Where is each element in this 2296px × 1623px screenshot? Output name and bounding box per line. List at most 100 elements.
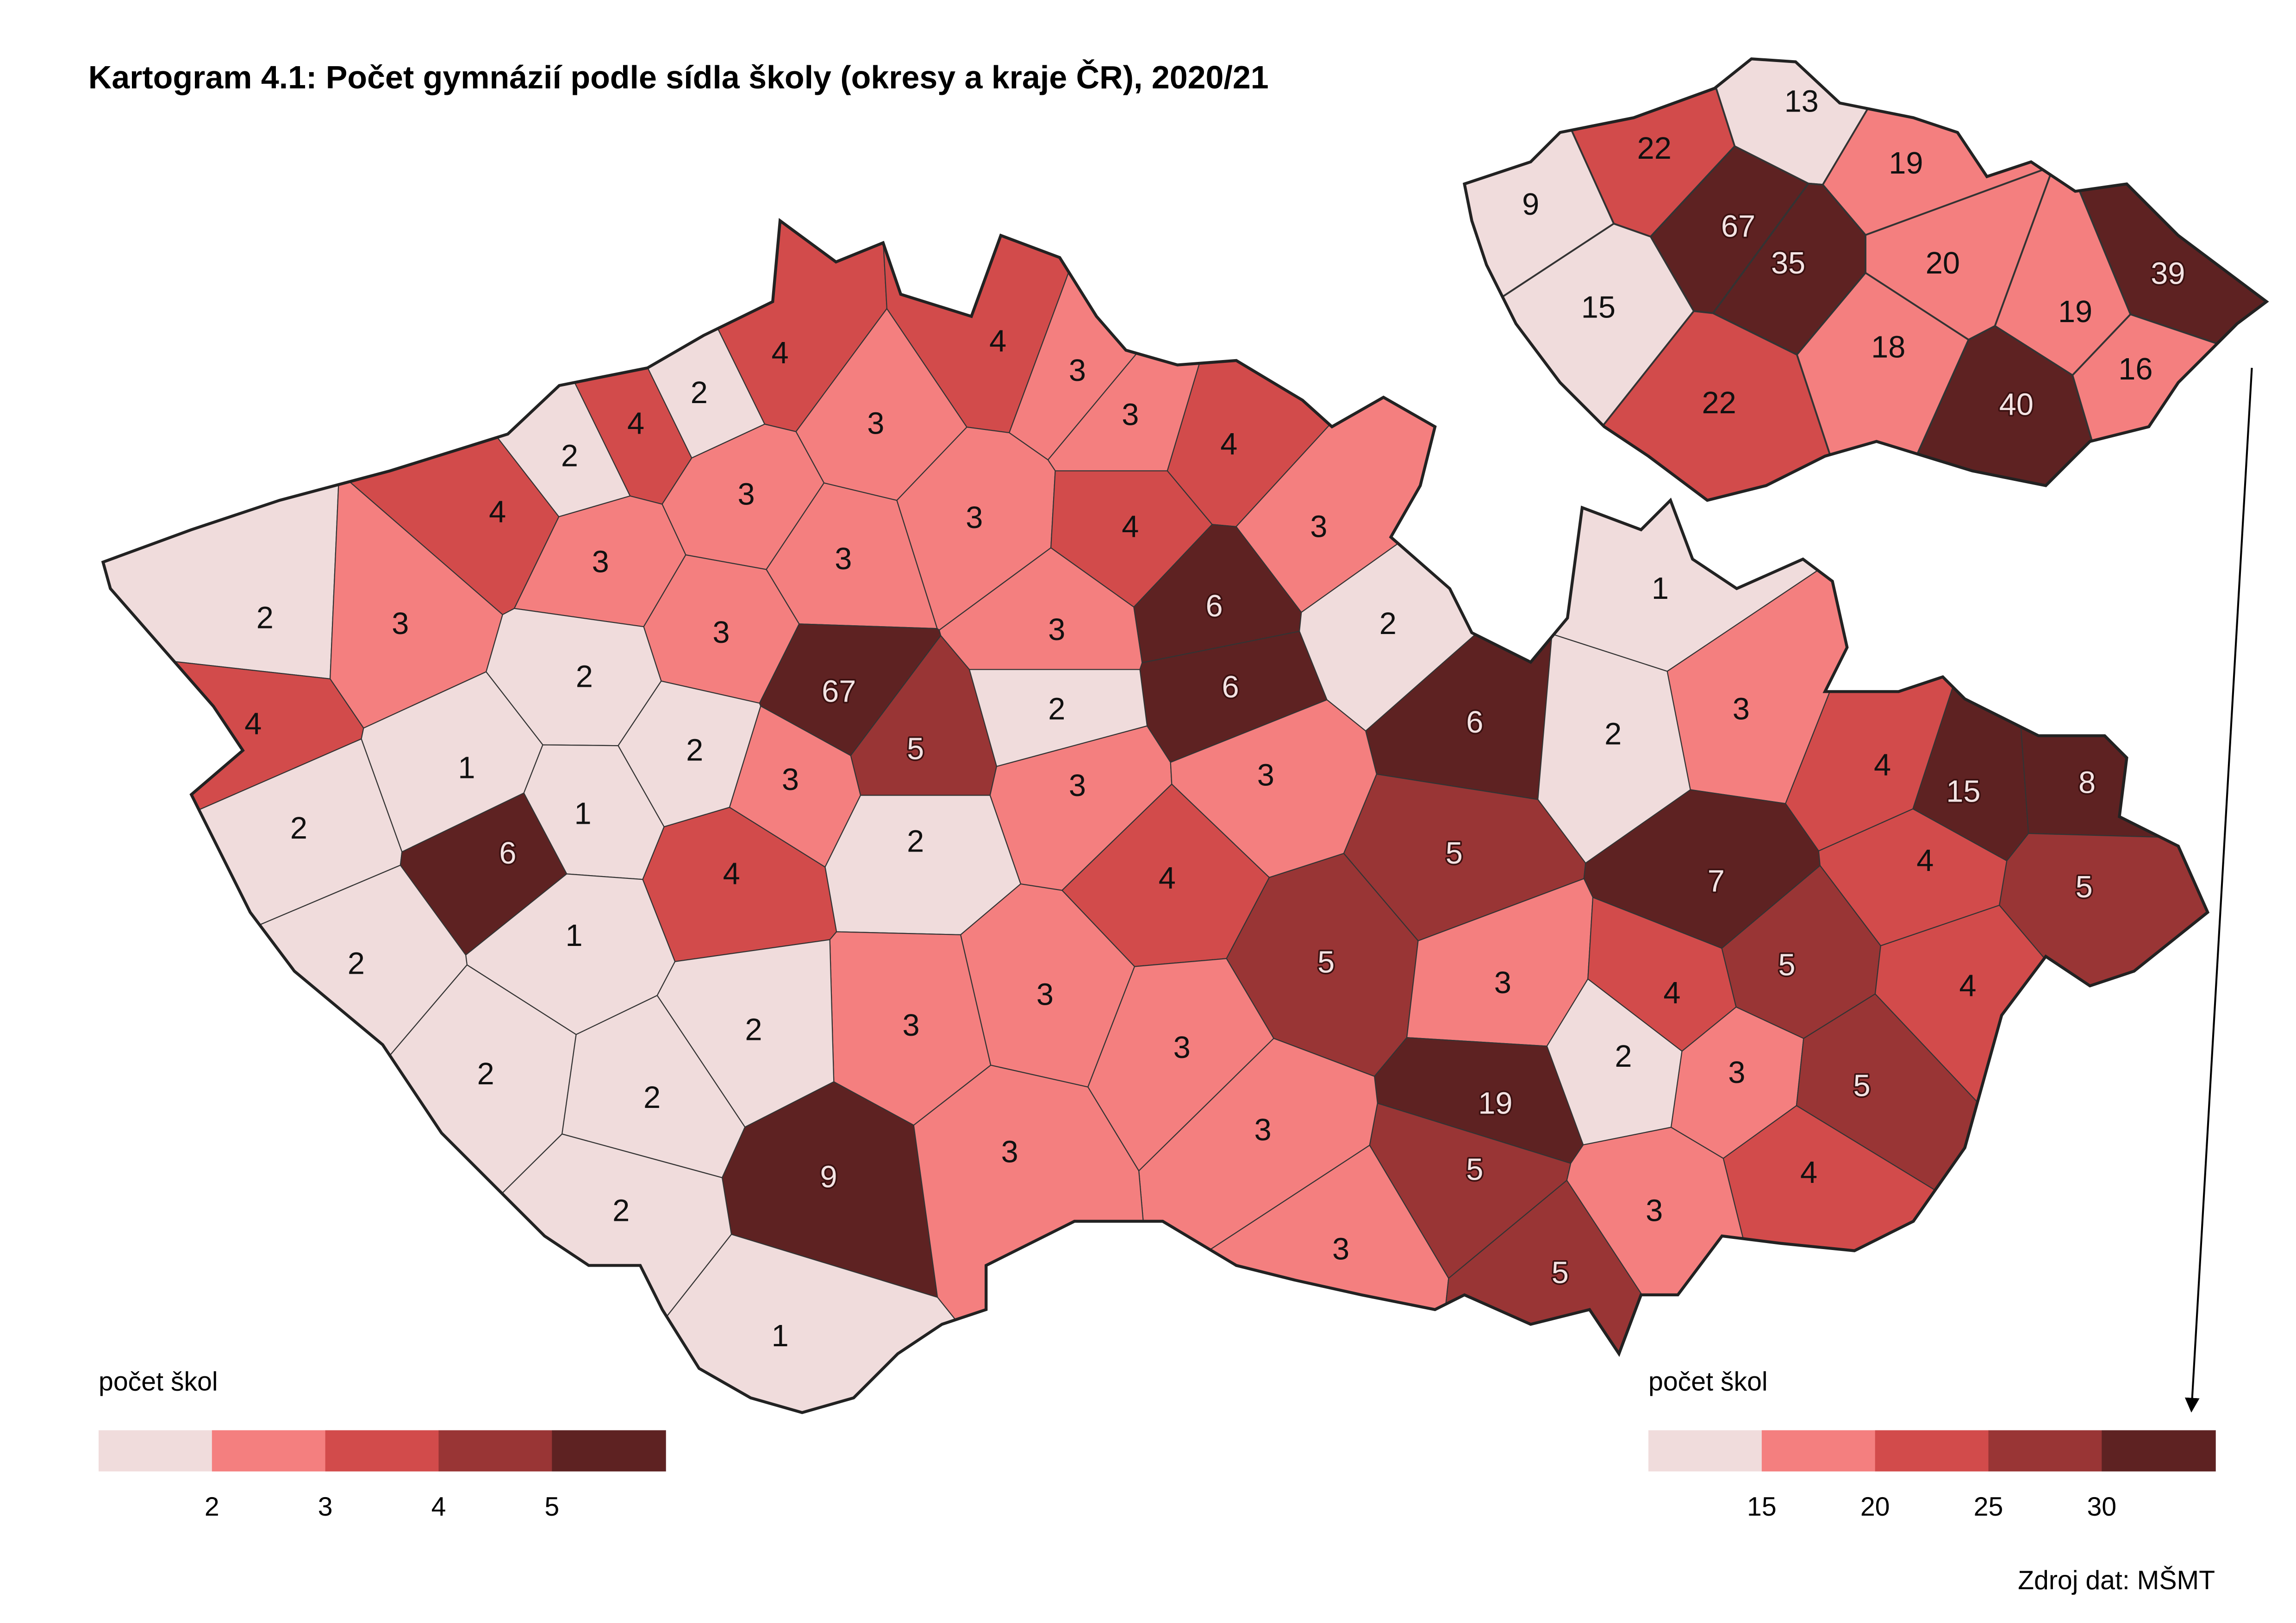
- legend-swatch: [2102, 1430, 2216, 1472]
- area-label: 22: [1702, 386, 1736, 420]
- legend-tick-label: 15: [1747, 1492, 1777, 1522]
- pointer-arrow: [2184, 367, 2253, 1413]
- area-label: 16: [2118, 352, 2152, 386]
- area-label: 3: [903, 1008, 920, 1043]
- area-label: 18: [1871, 330, 1905, 364]
- area-label: 4: [723, 857, 740, 891]
- area-label: 35: [1771, 246, 1805, 280]
- area-label: 1: [458, 751, 475, 785]
- area-label: 8: [2078, 766, 2096, 800]
- area-label: 39: [2151, 256, 2185, 291]
- area-label: 3: [966, 501, 983, 535]
- area-label: 5: [1778, 948, 1795, 983]
- legend-swatch: [438, 1430, 553, 1472]
- area-label: 3: [1332, 1232, 1349, 1266]
- legend-swatch: [99, 1430, 213, 1472]
- area-label: 3: [712, 616, 730, 650]
- area-label: 1: [1652, 572, 1669, 606]
- area-label: 22: [1637, 131, 1672, 166]
- area-label: 15: [1946, 775, 1980, 809]
- area-label: 6: [1466, 705, 1483, 740]
- area-label: 2: [1615, 1039, 1632, 1074]
- area-label: 2: [1379, 607, 1397, 641]
- area-label: 5: [1317, 945, 1335, 979]
- area-label: 5: [2076, 870, 2093, 904]
- outline: [101, 218, 2210, 1414]
- area-label: 4: [1220, 427, 1237, 461]
- legend-tick-label: 2: [205, 1492, 219, 1522]
- area-label: 2: [745, 1013, 762, 1047]
- legend-tick-label: 25: [1974, 1492, 2003, 1522]
- area-label: 3: [1069, 769, 1086, 803]
- area-label: 1: [772, 1319, 789, 1353]
- legend-swatch: [1761, 1430, 1876, 1472]
- area-label: 3: [1733, 692, 1750, 727]
- area-label: 3: [1310, 510, 1327, 544]
- area-label: 4: [1663, 976, 1680, 1010]
- area-label: 1: [565, 919, 582, 953]
- area-label: 2: [477, 1057, 494, 1091]
- area-label: 4: [1959, 969, 1976, 1003]
- area-label: 4: [772, 336, 789, 370]
- area-label: 15: [1581, 291, 1616, 325]
- area-label: 3: [835, 542, 852, 576]
- area-label: 4: [489, 495, 506, 529]
- area-label: 3: [782, 763, 799, 797]
- legend-swatch: [552, 1430, 666, 1472]
- area-label: 5: [1446, 836, 1463, 871]
- area-label: 2: [612, 1194, 630, 1228]
- area-label: 5: [1853, 1069, 1870, 1103]
- area-label: 2: [686, 734, 703, 768]
- source: Zdroj dat: MŠMT: [2018, 1566, 2215, 1595]
- area-label: 6: [1222, 670, 1239, 704]
- legend-title: počet škol: [99, 1367, 218, 1397]
- legend-tick-label: 4: [431, 1492, 446, 1522]
- legend-tick-label: 5: [544, 1492, 559, 1522]
- area-label: 20: [1926, 246, 1960, 280]
- area-label: 9: [820, 1160, 837, 1194]
- legend-swatch: [1988, 1430, 2103, 1472]
- area-label: 2: [561, 439, 578, 473]
- legend-tick-label: 30: [2087, 1492, 2116, 1522]
- area-label: 9: [1522, 187, 1539, 222]
- area-label: 19: [1478, 1087, 1512, 1121]
- area-label: 3: [1728, 1056, 1745, 1090]
- legend-tick-label: 3: [318, 1492, 333, 1522]
- legend-swatch: [212, 1430, 326, 1472]
- area-label: 6: [499, 836, 516, 871]
- area-label: 3: [592, 545, 609, 579]
- area-label: 2: [576, 660, 593, 694]
- area-label: 3: [1173, 1031, 1191, 1065]
- area-label: 2: [1048, 692, 1065, 727]
- area-label: 4: [1800, 1156, 1817, 1190]
- area-label: 2: [1604, 717, 1622, 752]
- area-label: 1: [574, 796, 592, 831]
- area-label: 40: [1999, 387, 2034, 422]
- area-label: 7: [1708, 864, 1725, 899]
- area-label: 4: [1874, 748, 1891, 782]
- area-label: 3: [867, 407, 884, 441]
- area-label: 3: [1254, 1113, 1271, 1147]
- area-label: 13: [1784, 84, 1819, 118]
- area-label: 3: [1036, 977, 1054, 1012]
- area-label: 19: [2058, 295, 2092, 329]
- legend-swatch: [1875, 1430, 1990, 1472]
- area-label: 4: [1916, 844, 1934, 878]
- area-label: 5: [907, 732, 924, 766]
- area-label: 2: [691, 376, 708, 410]
- area-label: 2: [290, 811, 307, 846]
- area-label: 4: [1122, 510, 1139, 544]
- area-label: 2: [256, 601, 274, 635]
- legend-tick-label: 20: [1860, 1492, 1890, 1522]
- area-label: 2: [348, 947, 365, 981]
- area-label: 67: [822, 674, 856, 709]
- legend-swatch: [1648, 1430, 1763, 1472]
- legend-title: počet škol: [1648, 1367, 1768, 1397]
- area-label: 2: [643, 1081, 661, 1115]
- area-label: 3: [737, 477, 755, 511]
- area-label: 3: [1494, 966, 1511, 1000]
- legend-swatch: [325, 1430, 440, 1472]
